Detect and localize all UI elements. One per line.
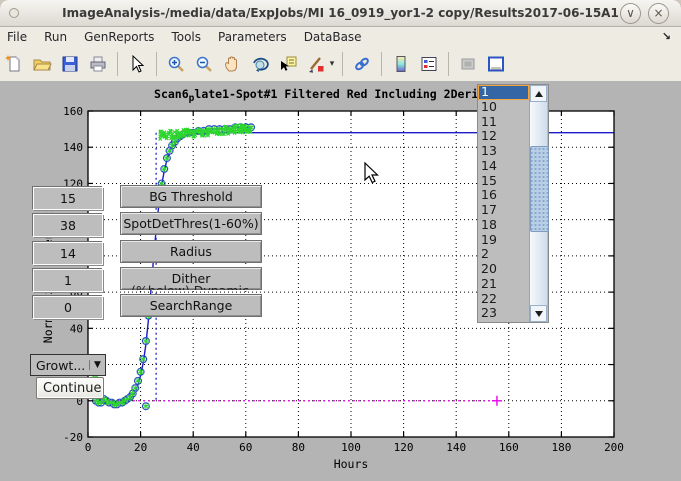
rotate-3d-icon[interactable] xyxy=(247,51,273,77)
param-button-searchrange[interactable]: SearchRange xyxy=(120,294,262,317)
param-input-dither[interactable]: 1 xyxy=(33,269,103,292)
toolbar-separator xyxy=(448,52,449,76)
plateau-cluster-markers xyxy=(158,123,253,141)
link-plots-icon[interactable] xyxy=(349,51,375,77)
toolbar-separator xyxy=(117,52,118,76)
x-tick-labels: 0 20 40 60 80 100 120 140 160 180 200 xyxy=(85,441,624,454)
list-item-10[interactable]: 10 xyxy=(481,98,497,114)
param-input-spotdetthres-1-60[interactable]: 38 xyxy=(33,214,103,237)
menu-item-file[interactable]: File xyxy=(7,30,28,44)
title-bar[interactable]: ImageAnalysis-/media/data/ExpJobs/MI 16_… xyxy=(0,0,681,27)
toolbar-separator xyxy=(156,52,157,76)
svg-text:120: 120 xyxy=(394,441,414,454)
figure-area: 020406080100120140160180200-200204060801… xyxy=(0,81,681,481)
svg-text:0: 0 xyxy=(76,395,83,408)
arrow-up-icon xyxy=(534,90,543,97)
listbox-scrollbar[interactable] xyxy=(529,85,549,322)
param-button-spotdetthres-1-60[interactable]: SpotDetThres(1-60%) xyxy=(120,212,262,235)
pan-hand-icon[interactable] xyxy=(219,51,245,77)
param-button-bg-threshold[interactable]: BG Threshold xyxy=(120,185,262,208)
save-icon[interactable] xyxy=(57,51,83,77)
svg-text:100: 100 xyxy=(341,441,361,454)
brush-dropdown-icon[interactable]: ▾ xyxy=(329,59,335,69)
mouse-cursor xyxy=(364,161,379,184)
svg-text:20: 20 xyxy=(134,441,147,454)
list-item-18[interactable]: 18 xyxy=(481,216,497,232)
list-item-1[interactable]: 1 xyxy=(478,85,529,100)
continue-button[interactable]: Continue xyxy=(36,377,104,399)
list-item-23[interactable]: 23 xyxy=(481,305,497,321)
plot-title: Scan6plate1-Spot#1 Filtered Red Includin… xyxy=(154,87,506,104)
dock-figure-icon[interactable] xyxy=(483,51,509,77)
scrollbar-thumb[interactable] xyxy=(530,146,549,232)
zoom-out-icon[interactable] xyxy=(191,51,217,77)
list-item-2[interactable]: 2 xyxy=(481,246,489,262)
param-button-dither[interactable]: Dither xyxy=(120,267,262,290)
list-item-12[interactable]: 12 xyxy=(481,128,497,144)
scroll-down-button[interactable] xyxy=(530,305,547,322)
window-menu-icon[interactable] xyxy=(9,8,19,18)
svg-text:40: 40 xyxy=(70,322,83,335)
list-item-17[interactable]: 17 xyxy=(481,202,497,217)
colorbar-icon[interactable] xyxy=(388,51,414,77)
growth-dropdown-label: Growt... xyxy=(36,357,86,373)
menu-item-parameters[interactable]: Parameters xyxy=(218,30,287,44)
list-item-13[interactable]: 13 xyxy=(481,143,497,158)
svg-text:160: 160 xyxy=(499,441,519,454)
param-button-radius[interactable]: Radius xyxy=(120,240,262,263)
svg-text:60: 60 xyxy=(239,441,252,454)
scroll-up-button[interactable] xyxy=(530,85,547,102)
open-folder-icon[interactable] xyxy=(29,51,55,77)
x-axis-label: Hours xyxy=(334,457,369,471)
svg-text:-20: -20 xyxy=(63,431,83,444)
svg-text:40: 40 xyxy=(187,441,200,454)
insert-legend-icon[interactable] xyxy=(416,51,442,77)
bg-threshold-subtext: (%below) Dynamic xyxy=(120,283,260,290)
list-item-16[interactable]: 16 xyxy=(481,187,497,203)
toolbar: ▾ xyxy=(0,47,681,82)
menu-item-database[interactable]: DataBase xyxy=(303,30,362,44)
svg-text:160: 160 xyxy=(63,105,83,118)
pointer-icon[interactable] xyxy=(124,51,150,77)
zoom-in-icon[interactable] xyxy=(163,51,189,77)
svg-text:200: 200 xyxy=(604,441,624,454)
param-input-searchrange[interactable]: 0 xyxy=(33,296,103,319)
scrollbar-track[interactable] xyxy=(530,102,549,305)
menu-item-genreports[interactable]: GenReports xyxy=(84,30,155,44)
brush-icon[interactable] xyxy=(303,51,329,77)
menu-item-run[interactable]: Run xyxy=(44,30,68,44)
list-item-20[interactable]: 20 xyxy=(481,261,497,276)
svg-text:180: 180 xyxy=(551,441,571,454)
list-item-19[interactable]: 19 xyxy=(481,231,497,247)
plot-tools-icon[interactable] xyxy=(455,51,481,77)
list-item-21[interactable]: 21 xyxy=(481,275,497,291)
growth-dropdown[interactable]: Growt... ▼ xyxy=(30,354,106,376)
list-item-15[interactable]: 15 xyxy=(481,172,497,188)
svg-text:140: 140 xyxy=(63,141,83,154)
list-item-22[interactable]: 22 xyxy=(481,290,497,306)
list-item-11[interactable]: 11 xyxy=(481,113,497,129)
param-input-bg-threshold[interactable]: 15 xyxy=(33,187,103,210)
new-file-icon[interactable] xyxy=(1,51,27,77)
chevron-down-icon: ▼ xyxy=(89,360,105,370)
arrow-down-icon xyxy=(534,310,543,317)
window-title: ImageAnalysis-/media/data/ExpJobs/MI 16_… xyxy=(62,6,619,20)
baseline-end-marker xyxy=(491,395,502,406)
svg-text:80: 80 xyxy=(292,441,305,454)
svg-text:0: 0 xyxy=(85,441,92,454)
menu-bar: ↘ File Run GenReports Tools Parameters DataBa… xyxy=(0,27,681,47)
data-cursor-icon[interactable] xyxy=(275,51,301,77)
minimize-icon[interactable]: ∨ xyxy=(620,3,641,24)
menu-item-tools[interactable]: Tools xyxy=(171,30,201,44)
spot-listbox: 1 10 11 12 13 14 15 16 17 18 19 2 20 21 22 23 xyxy=(477,84,549,323)
param-input-radius[interactable]: 14 xyxy=(33,242,103,265)
print-icon[interactable] xyxy=(85,51,111,77)
toolbar-separator xyxy=(342,52,343,76)
toolbar-separator xyxy=(381,52,382,76)
close-icon[interactable]: × xyxy=(648,3,669,24)
svg-text:140: 140 xyxy=(446,441,466,454)
list-item-14[interactable]: 14 xyxy=(481,157,497,173)
menu-overflow-icon[interactable]: ↘ xyxy=(661,30,671,43)
